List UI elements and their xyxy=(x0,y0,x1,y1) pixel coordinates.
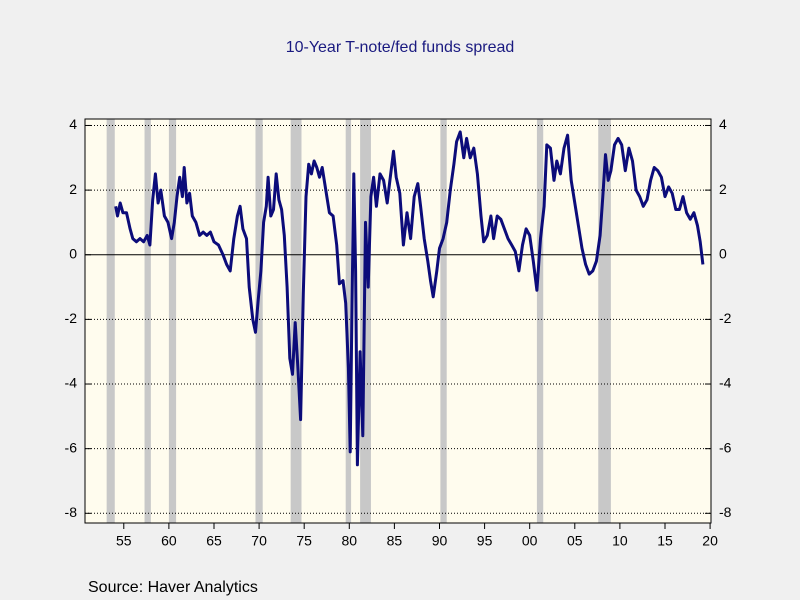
y-tick-label: 2 xyxy=(69,181,77,197)
y-tick-label: -2 xyxy=(65,310,78,326)
y2-tick-label: -8 xyxy=(719,504,732,520)
recession-band xyxy=(106,119,115,523)
recession-band xyxy=(168,119,177,523)
source-note: Source: Haver Analytics xyxy=(88,579,258,596)
x-tick-label: 05 xyxy=(567,533,583,549)
x-tick-label: 55 xyxy=(116,533,132,549)
x-tick-label: 15 xyxy=(657,533,673,549)
x-tick-label: 70 xyxy=(251,533,267,549)
plot-frame xyxy=(84,118,712,524)
x-tick-label: 60 xyxy=(161,533,177,549)
x-tick-label: 95 xyxy=(477,533,493,549)
recession-band xyxy=(536,119,544,523)
y2-tick-label: -6 xyxy=(719,439,732,455)
recession-band xyxy=(440,119,447,523)
chart-title: 10-Year T-note/fed funds spread xyxy=(286,39,515,56)
x-tick-label: 20 xyxy=(702,533,718,549)
y-tick-label: -4 xyxy=(65,375,78,391)
y-tick-label: 0 xyxy=(69,245,77,261)
x-tick-label: 75 xyxy=(296,533,312,549)
x-tick-label: 10 xyxy=(612,533,628,549)
y-tick-label: 4 xyxy=(69,116,77,132)
x-tick-label: 00 xyxy=(522,533,538,549)
line-series xyxy=(114,130,705,467)
recession-band xyxy=(345,119,352,523)
y2-tick-label: -4 xyxy=(719,375,732,391)
x-tick-label: 90 xyxy=(432,533,448,549)
x-tick-label: 65 xyxy=(206,533,222,549)
recession-band xyxy=(144,119,151,523)
y-tick-label: -8 xyxy=(65,504,78,520)
y-tick-label: -6 xyxy=(65,439,78,455)
y2-tick-label: 2 xyxy=(719,181,727,197)
y2-tick-label: 4 xyxy=(719,116,727,132)
x-tick-label: 80 xyxy=(342,533,358,549)
y2-tick-label: 0 xyxy=(719,245,727,261)
y2-tick-label: -2 xyxy=(719,310,732,326)
recession-band xyxy=(290,119,302,523)
recession-band xyxy=(255,119,263,523)
x-tick-label: 85 xyxy=(387,533,403,549)
